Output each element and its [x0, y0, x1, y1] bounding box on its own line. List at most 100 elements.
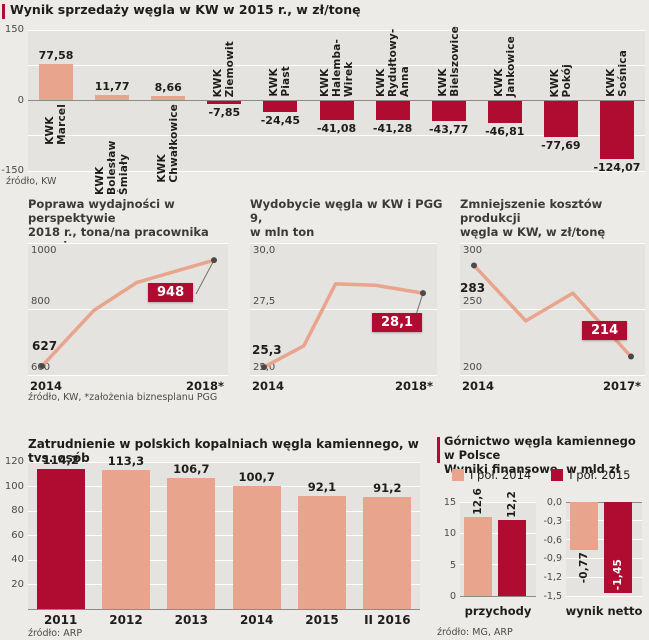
bar-value-label: 12,6 [464, 481, 492, 515]
category-label-text: KWK Pokój [548, 63, 573, 97]
grid-line [460, 308, 645, 310]
y-tick-label: 20 [11, 578, 24, 590]
productivity-chart-title: Poprawa wydajności w perspektywie 2018 r… [28, 197, 238, 253]
x-axis-label: 2015 [305, 613, 339, 627]
grid-line [250, 308, 437, 310]
bar-value-label: -0,77 [570, 552, 598, 586]
category-label-text: KWK Ziemowit [212, 40, 237, 97]
grid-line [28, 374, 228, 376]
y-tick-label: -0,6 [543, 534, 562, 546]
x-axis-label: 2013 [174, 613, 209, 627]
category-label: KWK Piast [263, 6, 297, 97]
productivity-chart-source: źródło, KW, *założenia biznesplanu PGG [28, 392, 218, 403]
bar-value-text: 12,6 [472, 488, 484, 516]
category-label: KWK Ziemowit [207, 6, 241, 97]
sales-bar [263, 100, 298, 112]
title-line: w mln ton [250, 225, 315, 239]
productivity-line-chart [39, 257, 217, 370]
category-label-text: KWK Chwałkowice [156, 103, 181, 183]
x-axis-label: 2012 [109, 613, 143, 627]
employment-bar [102, 470, 150, 609]
grid-line [460, 374, 645, 376]
bar-value-label: 8,66 [154, 81, 182, 95]
category-label: KWK Bolesław Śmiały [94, 104, 130, 194]
title-line: Zmniejszenie kosztów produkcji [460, 197, 603, 225]
y-tick-label: 5 [449, 559, 456, 571]
group-label: wynik netto [565, 604, 643, 618]
start-value-label: 283 [460, 281, 486, 295]
x-axis-label: 2017* [602, 379, 641, 393]
costs-chart-title: Zmniejszenie kosztów produkcji węgla w K… [460, 197, 649, 239]
category-label: KWK Sośnica [600, 6, 634, 97]
sales-bar [39, 64, 74, 101]
grid-line [28, 486, 420, 487]
data-point [211, 257, 217, 264]
grid-line [460, 501, 536, 503]
bar-value-label: -41,28 [372, 121, 413, 135]
category-label: KWK Halemba-Wirek [319, 6, 355, 97]
y-tick-label: 15 [443, 497, 456, 508]
bar-value-label: -7,85 [208, 106, 241, 120]
zero-axis-line [460, 595, 536, 597]
grid-line [566, 595, 642, 597]
grid-line [250, 242, 437, 244]
bar-value-label: -124,07 [593, 160, 641, 174]
end-value-callout: 948 [148, 283, 194, 302]
data-point [261, 364, 267, 371]
title-line: Wyniki finansowe, w mld zł [444, 462, 620, 476]
sales-bar [431, 100, 466, 122]
grid-line [28, 170, 645, 172]
sales-bar [95, 94, 130, 101]
y-tick-label: 0 [17, 94, 24, 106]
grid-line [460, 242, 645, 244]
category-label: KWK Pokój [544, 6, 578, 97]
bar-value-label: 114,2 [42, 453, 79, 468]
category-label-text: KWK Rydułtowy-Anna [374, 28, 411, 97]
category-label: KWK Bielszowice [432, 6, 466, 97]
x-axis-label: 2014 [252, 379, 285, 393]
title-accent [2, 4, 5, 19]
output-x-labels: 2014 2018* [252, 379, 433, 393]
y-tick-label: 60 [11, 529, 24, 541]
group-label: przychody [464, 604, 532, 618]
sales-bar [543, 100, 578, 137]
bar-value-label: 100,7 [238, 469, 275, 484]
y-tick-label: -0,3 [543, 515, 562, 527]
bar-value-label: -77,69 [541, 139, 581, 152]
x-axis-label: 2014 [462, 379, 495, 393]
bar-value-label: -43,77 [428, 123, 469, 137]
employment-bar [36, 469, 85, 609]
x-axis-label: 2011 [43, 613, 78, 627]
callout-connector [415, 293, 424, 316]
end-value-callout: 28,1 [372, 313, 423, 332]
y-tick-label: 80 [11, 505, 24, 516]
bar-value-label: 11,77 [94, 79, 130, 93]
finance-bar [464, 517, 492, 596]
title-line: Górnictwo węgla kamiennego w Polsce [444, 434, 636, 462]
y-tick-label: 100 [4, 480, 24, 492]
title-accent [437, 437, 440, 463]
grid-line [28, 242, 228, 244]
y-tick-label: 200 [463, 362, 483, 373]
start-value-label: 25,3 [252, 343, 282, 357]
data-point [39, 363, 45, 370]
trend-line [40, 258, 216, 368]
employment-bar [232, 485, 281, 609]
category-label-text: KWK Sośnica [604, 50, 629, 97]
y-tick-label: 150 [4, 24, 24, 35]
sales-bar [207, 100, 242, 105]
grid-line [28, 308, 228, 310]
finance-chart-source: źródło: MG, ARP [437, 627, 513, 638]
productivity-x-labels: 2014 2018* [30, 379, 224, 393]
trend-line [262, 282, 425, 369]
y-tick-label: 0,0 [546, 497, 562, 508]
sales-bar [487, 100, 522, 123]
grid-line [250, 374, 437, 376]
y-tick-label: 800 [31, 296, 51, 307]
data-point [471, 262, 477, 269]
finance-legend: I poł. 2014 I poł. 2015 [452, 468, 630, 482]
x-axis-line [28, 608, 420, 610]
bar-value-label: 106,7 [173, 462, 210, 477]
bar-value-label: 92,1 [307, 480, 337, 495]
costs-line-chart [471, 262, 634, 360]
